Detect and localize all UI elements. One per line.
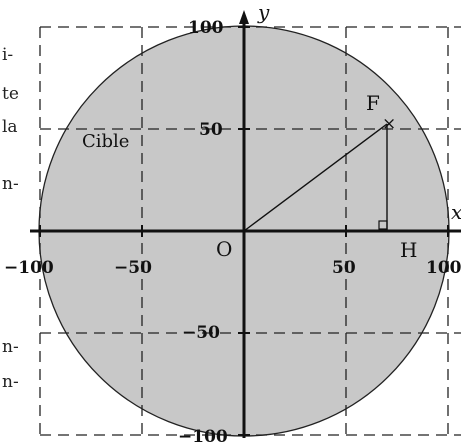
point-f-marker: ×: [382, 114, 396, 134]
cut-text-1: i-: [2, 45, 13, 65]
cible-label: Cible: [82, 131, 129, 152]
x-tick-label-m100: −100: [4, 258, 54, 278]
tick-marks: [39, 26, 449, 436]
x-tick-label-m50: −50: [114, 258, 152, 278]
point-h-label: H: [400, 238, 417, 262]
y-axis-arrow: [239, 10, 249, 24]
x-tick-label-50: 50: [332, 258, 356, 278]
right-angle-marker: [378, 220, 388, 230]
cut-text-3: la: [2, 117, 18, 137]
y-tick-label-100: 100: [188, 18, 224, 38]
y-tick-label-m50: −50: [182, 323, 220, 343]
x-axis-label: x: [451, 200, 461, 224]
segment-of: [243, 123, 388, 232]
point-f-label: F: [366, 91, 380, 115]
cut-text-2: te: [2, 84, 19, 104]
y-tick-label-50: 50: [199, 120, 223, 140]
cut-text-4: n-: [2, 174, 19, 194]
y-tick-label-m100: −100: [178, 427, 228, 445]
cut-text-5: n-: [2, 337, 19, 357]
origin-label: O: [216, 237, 232, 261]
y-axis-label: y: [257, 0, 270, 24]
cut-text-6: n-: [2, 372, 19, 392]
x-tick-label-100: 100: [426, 258, 461, 278]
